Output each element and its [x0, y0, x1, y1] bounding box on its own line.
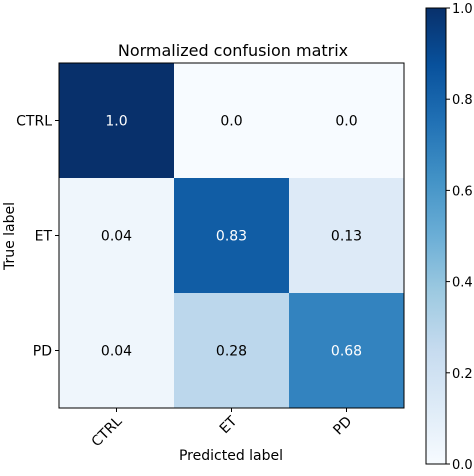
y-tick-label: CTRL: [16, 114, 52, 130]
colorbar-tick-label: 1.0: [452, 2, 473, 17]
colorbar-tick-label: 0.6: [452, 184, 473, 199]
heatmap-cell: [59, 293, 174, 408]
cell-value-label: 1.0: [105, 114, 127, 130]
colorbar-tick-label: 0.4: [452, 276, 473, 291]
cell-value-label: 0.04: [101, 344, 132, 360]
y-axis-title: True label: [2, 202, 18, 271]
heatmap-cell-labels: 1.0 0.0 0.0 0.04 0.83 0.13 0.04 0.28 0.68: [101, 114, 362, 360]
chart-title: Normalized confusion matrix: [118, 41, 348, 60]
heatmap-cells: [59, 63, 404, 408]
x-axis-ticks: CTRL ET PD: [89, 408, 355, 450]
cell-value-label: 0.68: [331, 344, 362, 360]
colorbar-tick-label: 0.2: [452, 367, 473, 382]
x-tick-label: ET: [217, 413, 241, 437]
cell-value-label: 0.0: [335, 114, 357, 130]
colorbar-fill: [426, 8, 446, 464]
heatmap-cell: [289, 178, 404, 293]
y-tick-label: PD: [33, 344, 52, 360]
heatmap-cell: [174, 178, 289, 293]
cell-value-label: 0.0: [220, 114, 242, 130]
x-axis-title: Predicted label: [179, 448, 283, 464]
heatmap-cell: [59, 178, 174, 293]
y-tick-label: ET: [35, 229, 53, 245]
heatmap-cell: [174, 293, 289, 408]
heatmap-cell: [174, 63, 289, 178]
heatmap-cell: [59, 63, 174, 178]
x-tick-label: CTRL: [89, 413, 126, 450]
colorbar-frame: [425, 7, 447, 465]
colorbar-tick-label: 0.0: [452, 458, 473, 473]
cell-value-label: 0.13: [331, 229, 362, 245]
y-axis-ticks: CTRL ET PD: [16, 114, 59, 360]
colorbar-ticks: 0.0 0.2 0.4 0.6 0.8 1.0: [446, 2, 473, 473]
heatmap-cell: [289, 63, 404, 178]
x-tick-label: PD: [330, 414, 355, 439]
colorbar-tick-label: 0.8: [452, 93, 473, 108]
cell-value-label: 0.28: [216, 344, 247, 360]
heatmap-cell: [289, 293, 404, 408]
cell-value-label: 0.04: [101, 229, 132, 245]
cell-value-label: 0.83: [216, 229, 247, 245]
